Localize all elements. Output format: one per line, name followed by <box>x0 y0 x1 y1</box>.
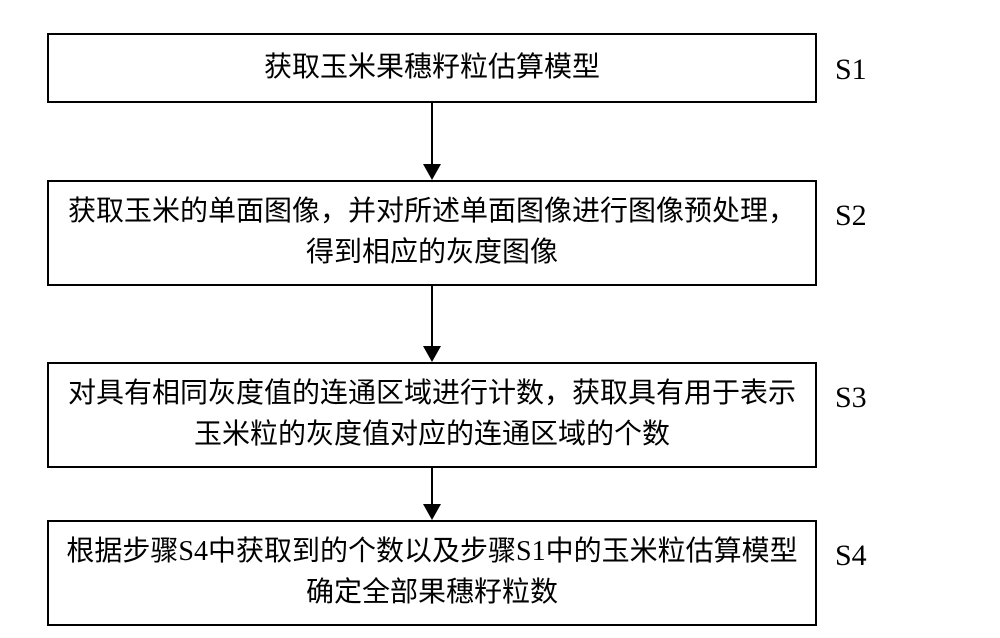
step-label-text-s2: S2 <box>835 199 867 232</box>
arrow-shaft <box>431 286 433 347</box>
arrow-head-icon <box>423 164 441 180</box>
arrow-s2-s3 <box>423 286 441 362</box>
step-box-s2: 获取玉米的单面图像，并对所述单面图像进行图像预处理，得到相应的灰度图像 <box>47 180 817 286</box>
step-label-text-s3: S3 <box>835 381 867 414</box>
step-box-s3: 对具有相同灰度值的连通区域进行计数，获取具有用于表示玉米粒的灰度值对应的连通区域… <box>47 362 817 468</box>
arrow-s1-s2 <box>423 103 441 180</box>
step-text-s4: 根据步骤S4中获取到的个数以及步骤S1中的玉米粒估算模型确定全部果穗籽粒数 <box>59 532 805 613</box>
step-label-text-s1: S1 <box>835 53 867 86</box>
step-text-s1: 获取玉米果穗籽粒估算模型 <box>264 48 600 89</box>
flowchart-canvas: 获取玉米果穗籽粒估算模型 S1 获取玉米的单面图像，并对所述单面图像进行图像预处… <box>0 0 1000 638</box>
step-label-s2: S2 <box>835 199 867 233</box>
step-box-s1: 获取玉米果穗籽粒估算模型 <box>47 33 817 103</box>
arrow-shaft <box>431 468 433 505</box>
arrow-head-icon <box>423 504 441 520</box>
step-label-s1: S1 <box>835 53 867 87</box>
step-text-s2: 获取玉米的单面图像，并对所述单面图像进行图像预处理，得到相应的灰度图像 <box>59 192 805 273</box>
step-text-s3: 对具有相同灰度值的连通区域进行计数，获取具有用于表示玉米粒的灰度值对应的连通区域… <box>59 374 805 455</box>
step-label-s3: S3 <box>835 381 867 415</box>
arrow-shaft <box>431 103 433 165</box>
step-label-s4: S4 <box>835 539 867 573</box>
arrow-s3-s4 <box>423 468 441 520</box>
arrow-head-icon <box>423 346 441 362</box>
step-box-s4: 根据步骤S4中获取到的个数以及步骤S1中的玉米粒估算模型确定全部果穗籽粒数 <box>47 520 817 626</box>
step-label-text-s4: S4 <box>835 539 867 572</box>
